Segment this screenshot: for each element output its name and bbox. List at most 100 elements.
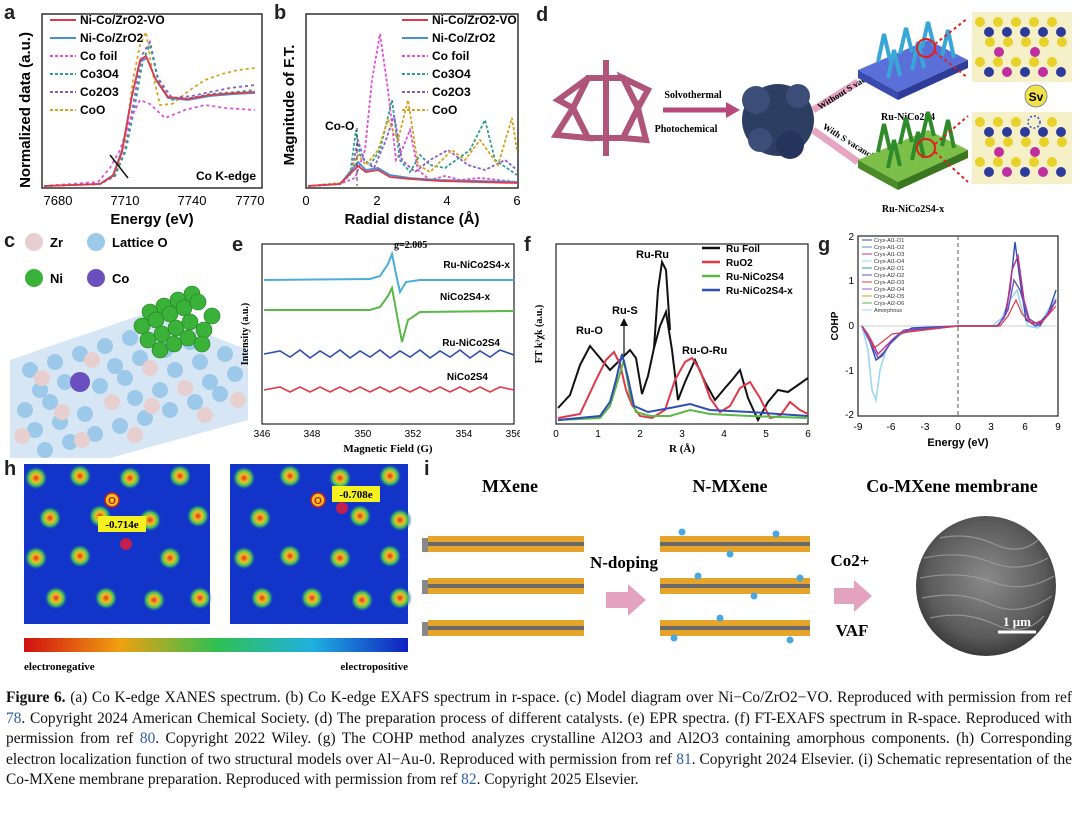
label-photochemical: Photochemical — [655, 124, 718, 135]
series-co-foil — [43, 98, 256, 187]
legend-entry: Co foil — [80, 49, 117, 63]
panel-a-legend: Ni-Co/ZrO2-VO Ni-Co/ZrO2 Co foil Co3O4 C… — [50, 13, 165, 117]
ref-link-81[interactable]: 81 — [676, 750, 692, 768]
tick: -6 — [887, 422, 896, 433]
elf-blobs-right — [232, 464, 412, 612]
value-left: -0.714e — [105, 519, 138, 531]
tick: 0 — [553, 429, 559, 440]
tick: -3 — [921, 422, 930, 433]
tick: 0 — [955, 422, 961, 433]
panel-f-label: f — [524, 234, 531, 256]
mxene-layers — [422, 536, 584, 636]
panel-h-label: h — [4, 458, 17, 480]
ref-link-82[interactable]: 82 — [461, 771, 477, 789]
panel-a-chart: Normalized data (a.u.) 7680 7710 7740 77… — [17, 13, 264, 228]
series-ru-foil — [557, 308, 809, 423]
legend-entry: Crys-Al1-O3 — [874, 252, 904, 258]
tick: 4 — [443, 193, 450, 208]
trace-label: NiCo2S4-x — [440, 292, 490, 303]
legend-entry: CoO — [80, 103, 105, 117]
tick: 350 — [355, 429, 372, 440]
panel-d-label: d — [536, 4, 549, 26]
co-atom — [70, 372, 90, 392]
panel-c-model: Zr Lattice O Ni Co — [10, 233, 248, 458]
caption-text: . Copyright 2025 Elsevier. — [476, 771, 639, 789]
legend-entry: Lattice O — [112, 235, 168, 250]
tick: 3 — [988, 422, 994, 433]
annotation: Ru-Ru — [636, 249, 669, 261]
tick: -2 — [845, 410, 854, 421]
caption-text: . Copyright 2024 American Chemical Socie… — [6, 709, 1072, 748]
step-vaf: VAF — [836, 621, 869, 640]
panel-g-chart: COHP 2 1 0 -1 -2 -9 -6 -3 0 3 6 9 Energy… — [830, 232, 1061, 449]
panel-d: d Solvothermal Photochemical Without S v… — [528, 0, 1080, 230]
value-right: -0.708e — [339, 489, 372, 501]
panel-a-ylabel: Normalized data (a.u.) — [17, 32, 34, 188]
value-box-right — [332, 486, 380, 502]
panel-a: a Normalized data (a.u.) 7680 7710 7740 … — [0, 0, 270, 230]
o-marker-right — [310, 492, 326, 508]
legend-entry: Ru-NiCo2S4-x — [726, 286, 793, 297]
legend-entry: Ni-Co/ZrO2 — [432, 31, 496, 45]
panel-e-label: e — [232, 234, 244, 256]
series-ru-nico2s4-x — [557, 353, 809, 421]
annotation: Ru-S — [612, 305, 638, 317]
g-value: g=2.005 — [394, 240, 427, 251]
panel-a-label: a — [4, 2, 16, 24]
figure-caption: Figure 6. (a) Co K-edge XANES spectrum. … — [6, 688, 1072, 791]
panel-b-xlabel: Radial distance (Å) — [344, 211, 479, 228]
trace-nico2s4 — [263, 386, 515, 393]
series-ru-nico2s4 — [557, 359, 809, 421]
tick: 1 — [595, 429, 601, 440]
nanoflower-icon — [742, 84, 814, 159]
series-co3o4 — [43, 42, 256, 187]
series-co2o3 — [307, 114, 518, 187]
zro2-slab — [10, 312, 248, 458]
sv-badge — [1024, 84, 1048, 108]
crystal-bottom — [972, 112, 1072, 184]
arrow-vaf — [834, 580, 872, 612]
legend-entry: Co foil — [432, 49, 469, 63]
mof-cage-icon — [550, 60, 653, 156]
panel-f-ylabel: FT k³χk (a.u.) — [534, 305, 545, 364]
tick: 0 — [302, 193, 309, 208]
vacancy-marker — [1027, 115, 1041, 129]
legend-entry: Amorphous — [874, 308, 902, 314]
ref-link-80[interactable]: 80 — [139, 730, 156, 748]
step-n-doping: N-doping — [590, 553, 659, 572]
scale-bar-label: 1 μm — [1003, 614, 1031, 629]
panel-e-ylabel: Intensity (a.u.) — [240, 303, 251, 366]
annotation: Ru-O — [576, 325, 603, 337]
trace-ru-nico2s4 — [263, 349, 515, 359]
trace-label: Ru-NiCo2S4-x — [443, 260, 510, 271]
legend-entry: Ru-NiCo2S4 — [726, 272, 784, 283]
panel-a-annotation: Co K-edge — [196, 169, 256, 183]
o-marker-left — [104, 492, 120, 508]
panel-e-chart: Intensity (a.u.) 346 348 350 352 354 356… — [240, 240, 523, 455]
panel-b-label: b — [274, 2, 287, 24]
panel-d-diagram: Solvothermal Photochemical Without S vac… — [550, 12, 1072, 215]
tick: 6 — [1022, 422, 1028, 433]
legend-entry: Crys-Al2-O6 — [874, 301, 904, 307]
panel-g-yticks: 2 1 0 -1 -2 — [845, 232, 854, 421]
panel-g-legend: Crys-Al1-O1 Crys-Al1-O2 Crys-Al1-O3 Crys… — [862, 238, 904, 314]
ni-cluster — [133, 285, 221, 359]
trace-label: NiCo2S4 — [447, 372, 489, 383]
panel-b-chart: Magnitude of F.T. 0 2 4 6 Radial distanc… — [281, 13, 521, 228]
tick: 3 — [679, 429, 685, 440]
panel-c-legend: Zr Lattice O Ni Co — [25, 233, 168, 287]
ref-link-78[interactable]: 78 — [6, 709, 22, 727]
annotation: Ru-O-Ru — [682, 345, 727, 357]
value-box-left — [98, 516, 146, 532]
panel-f-chart: FT k³χk (a.u.) 0 1 2 3 4 5 6 R (Å) Ru-Ru… — [534, 243, 811, 455]
tick: 4 — [721, 429, 727, 440]
arrow-n-doping — [606, 584, 646, 616]
panel-e: e Intensity (a.u.) 346 348 350 352 354 3… — [220, 230, 523, 458]
panel-g-label: g — [818, 234, 831, 256]
crystal-top — [972, 12, 1072, 82]
panel-i-label: i — [424, 458, 430, 480]
tick: -1 — [845, 366, 854, 377]
product-bottom-slab — [858, 111, 968, 190]
legend-entry: Ni-Co/ZrO2-VO — [80, 13, 165, 27]
tick: 346 — [254, 429, 271, 440]
